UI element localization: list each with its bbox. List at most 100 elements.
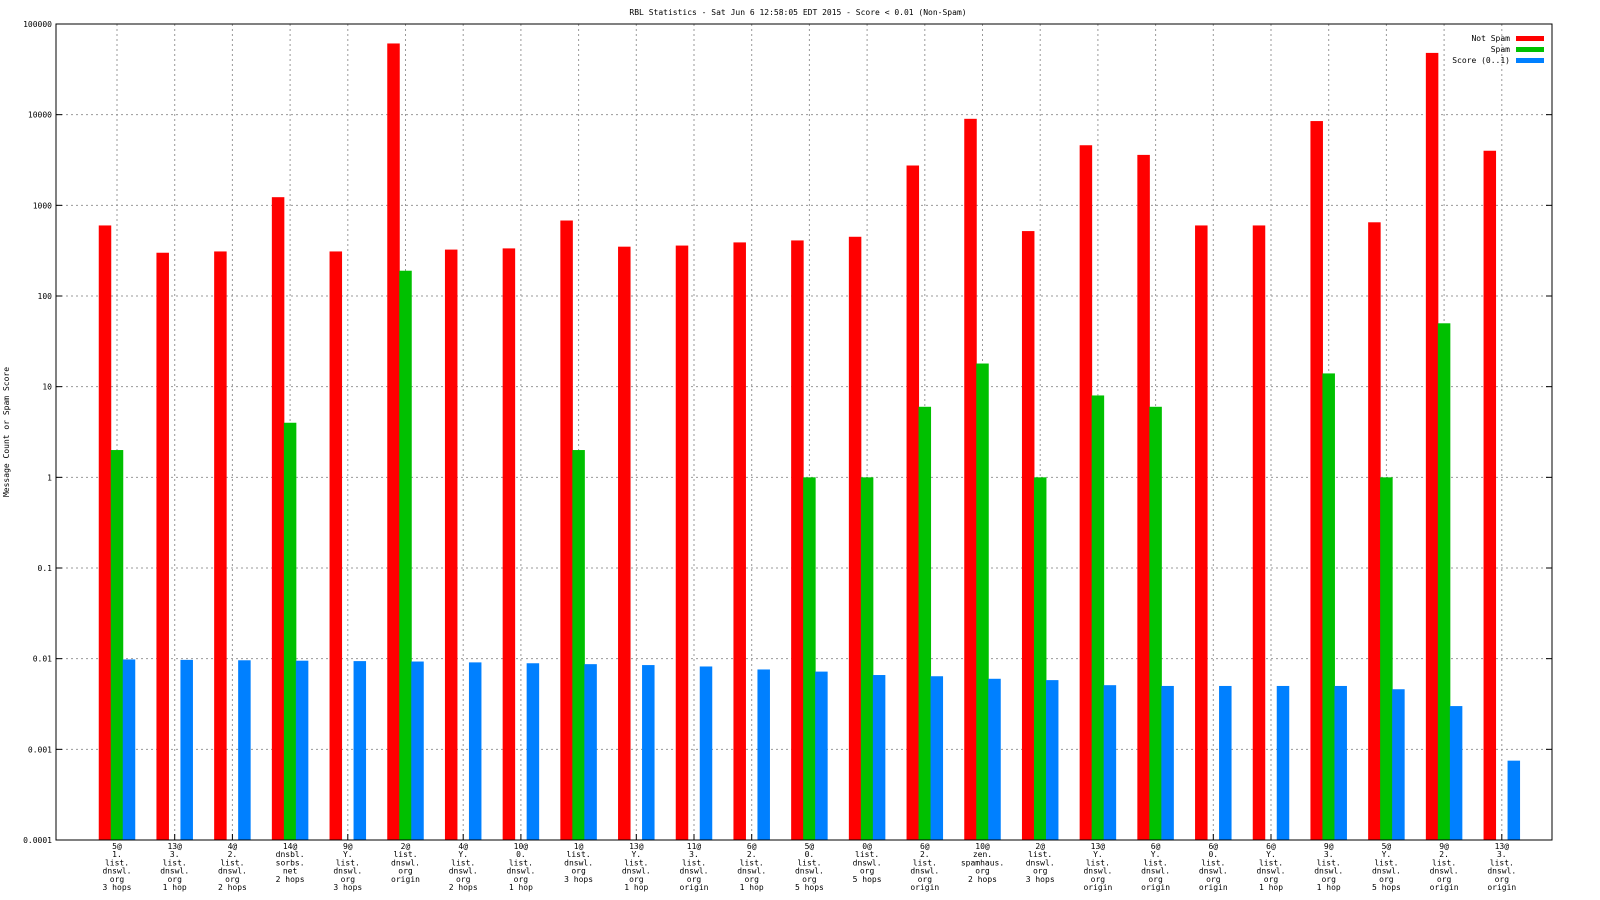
legend-swatch (1516, 47, 1544, 52)
x-tick-label: 13@ Y. list. dnswl. org origin (1083, 842, 1112, 892)
y-axis-label: Message Count or Spam Score (2, 367, 11, 497)
bars (98, 43, 1521, 841)
bar-not-spam (1252, 225, 1266, 840)
y-axis-tick-labels: 0.0001 0.001 0.01 0.1 1 10 100 1000 10000 100000 (23, 20, 52, 845)
bar-spam (1380, 477, 1393, 840)
legend-label: Score (0..1) (1452, 56, 1510, 65)
bar-score-0-1 (988, 678, 1001, 840)
x-tick-label: 13@ Y. list. dnswl. org 1 hop (622, 842, 651, 892)
bar-spam (1322, 373, 1335, 840)
bar-not-spam (1483, 150, 1497, 840)
y-tick-label: 100000 (23, 20, 52, 29)
x-tick-label: 9@ Y. list. dnswl. org 3 hops (333, 842, 362, 892)
x-tick-label: 5@ Y. list. dnswl. org 5 hops (1372, 842, 1401, 892)
x-tick-label: 5@ 1. list. dnswl. org 3 hops (103, 842, 132, 892)
x-tick-label: 6@ 2. list. dnswl. org 1 hop (737, 842, 766, 892)
x-tick-label: 2@ list. dnswl. org origin (391, 842, 420, 884)
x-tick-label: 6@ 0. list. dnswl. org origin (1199, 842, 1228, 892)
bar-score-0-1 (1449, 706, 1463, 840)
y-tick-label: 0.1 (38, 564, 53, 573)
bar-not-spam (156, 252, 169, 840)
bar-spam (1437, 323, 1451, 840)
legend-label: Spam (1491, 45, 1510, 54)
bar-spam (976, 363, 989, 840)
x-tick-label: 13@ 3. list. dnswl. org 1 hop (160, 842, 189, 892)
bar-spam (918, 406, 932, 840)
bar-score-0-1 (526, 663, 540, 840)
bar-spam (110, 450, 124, 840)
bar-score-0-1 (815, 671, 828, 840)
y-tick-label: 0.001 (28, 745, 52, 754)
bar-spam (860, 477, 874, 840)
legend: Not Spam Spam Score (0..1) (1452, 34, 1544, 65)
chart-title: RBL Statistics - Sat Jun 6 12:58:05 EDT … (629, 8, 966, 17)
bar-score-0-1 (1392, 689, 1405, 840)
bar-score-0-1 (1103, 685, 1117, 840)
bar-score-0-1 (1507, 760, 1521, 840)
x-tick-label: 6@ Y. list. dnswl. org 1 hop (1257, 842, 1286, 892)
legend-swatch (1516, 36, 1544, 41)
bar-score-0-1 (238, 660, 251, 840)
bar-not-spam (791, 240, 804, 841)
legend-label: Not Spam (1471, 34, 1510, 43)
bar-not-spam (1310, 121, 1323, 840)
bar-not-spam (1368, 222, 1381, 841)
bar-spam (399, 270, 412, 841)
y-tick-label: 1 (47, 473, 52, 482)
x-tick-label: 11@ 3. list. dnswl. org origin (680, 842, 709, 892)
x-tick-label: 14@ dnsbl. sorbs. net 2 hops (276, 842, 305, 884)
bar-spam (283, 422, 297, 840)
x-tick-label: 9@ 2. list. dnswl. org origin (1430, 842, 1459, 892)
bar-spam (572, 450, 585, 840)
bar-not-spam (329, 251, 343, 840)
x-tick-label: 0@ list. dnswl. org 5 hops (853, 842, 882, 884)
x-tick-label: 13@ 3. list. dnswl. org origin (1487, 842, 1516, 892)
x-tick-label: 10@ zen. spamhaus. org 2 hops (961, 842, 1004, 884)
plot-border (55, 23, 1553, 841)
x-tick-label: 10@ 0. list. dnswl. org 1 hop (506, 842, 535, 892)
y-tick-label: 10000 (28, 111, 52, 120)
bar-score-0-1 (180, 659, 193, 840)
bar-not-spam (1195, 225, 1208, 840)
bar-score-0-1 (757, 669, 770, 840)
bar-not-spam (848, 236, 862, 841)
x-tick-label: 1@ list. dnswl. org 3 hops (564, 842, 593, 884)
bar-score-0-1 (122, 659, 136, 840)
bar-not-spam (560, 220, 573, 841)
bar-not-spam (214, 251, 227, 840)
bar-not-spam (618, 246, 631, 841)
x-tick-label: 9@ 3. list. dnswl. org 1 hop (1314, 842, 1343, 892)
y-tick-label: 0.01 (33, 655, 52, 664)
bar-score-0-1 (1045, 680, 1059, 840)
bar-score-0-1 (1219, 685, 1232, 840)
bar-spam (803, 477, 816, 840)
bar-not-spam (387, 43, 400, 840)
bar-not-spam (1021, 231, 1035, 840)
y-tick-label: 1000 (33, 201, 52, 210)
bar-score-0-1 (872, 675, 886, 840)
x-tick-label: 6@ Y. list. dnswl. org origin (1141, 842, 1170, 892)
bar-not-spam (444, 249, 458, 841)
bar-score-0-1 (584, 664, 597, 840)
bar-not-spam (1425, 52, 1439, 840)
x-tick-label: 6@ 2. list. dnswl. org origin (910, 842, 939, 892)
bar-score-0-1 (295, 660, 309, 840)
bar-not-spam (1079, 145, 1093, 840)
bar-not-spam (1137, 154, 1150, 840)
bar-not-spam (675, 245, 689, 841)
bar-score-0-1 (411, 661, 424, 840)
x-axis-tick-labels: 5@ 1. list. dnswl. org 3 hops 13@ 3. list. dnswl.… (103, 842, 1517, 892)
bar-not-spam (98, 225, 112, 840)
bar-not-spam (906, 165, 920, 841)
legend-swatch (1516, 58, 1544, 63)
bar-not-spam (502, 248, 516, 840)
y-tick-label: 100 (38, 292, 53, 301)
bar-spam (1149, 406, 1162, 840)
bar-score-0-1 (930, 676, 944, 840)
x-tick-label: 4@ 2. list. dnswl. org 2 hops (218, 842, 247, 892)
bar-score-0-1 (1276, 685, 1290, 840)
bar-score-0-1 (468, 662, 482, 840)
bar-score-0-1 (353, 661, 367, 840)
bar-score-0-1 (1161, 685, 1174, 840)
